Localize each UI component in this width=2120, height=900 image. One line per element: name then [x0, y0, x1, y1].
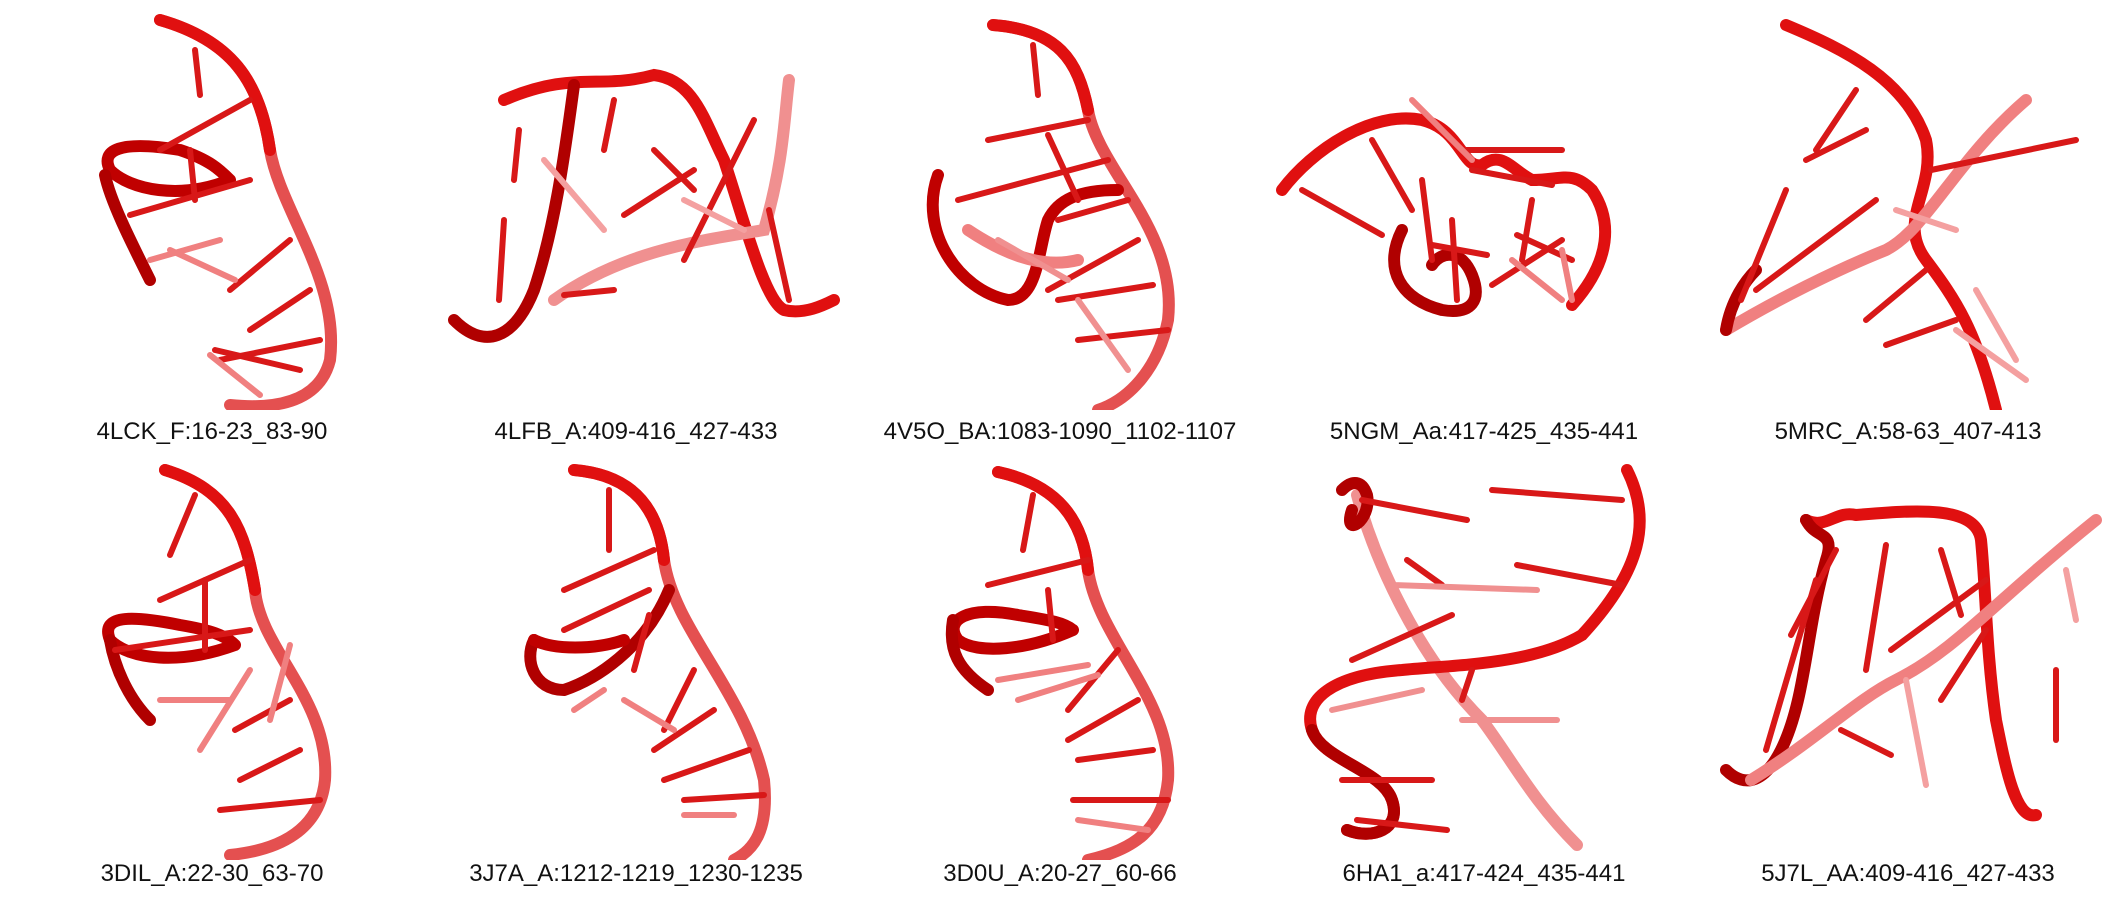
rna-structure-image [102, 464, 332, 860]
panel-label: 3J7A_A:1212-1219_1230-1235 [469, 860, 803, 887]
rna-structure-image [524, 464, 771, 860]
panel-label: 5NGM_Aa:417-425_435-441 [1329, 418, 1639, 445]
panel-5mrc: 5MRC_A:58-63_407-413 [1696, 0, 2120, 450]
panel-label: 4LCK_F:16-23_83-90 [96, 418, 328, 445]
panel-4lfb: 4LFB_A:409-416_427-433 [424, 0, 848, 450]
panel-label: 3DIL_A:22-30_63-70 [100, 860, 324, 887]
rna-structure-image [926, 19, 1175, 410]
rna-structure-image [448, 68, 840, 343]
panel-5ngm: 5NGM_Aa:417-425_435-441 [1272, 0, 1696, 450]
panel-label: 5MRC_A:58-63_407-413 [1774, 418, 2042, 445]
panel-4v5o: 4V5O_BA:1083-1090_1102-1107 [848, 0, 1272, 450]
panel-label: 4LFB_A:409-416_427-433 [494, 418, 778, 445]
rna-structure-image [1720, 19, 2079, 410]
panel-3d0u: 3D0U_A:20-27_60-66 [848, 450, 1272, 900]
panel-3j7a: 3J7A_A:1212-1219_1230-1235 [424, 450, 848, 900]
rna-structure-image [1304, 464, 1646, 851]
rna-structure-image [945, 466, 1175, 860]
panel-label: 5J7L_AA:409-416_427-433 [1761, 860, 2055, 887]
rna-structure-image [99, 14, 338, 410]
panel-label: 3D0U_A:20-27_60-66 [943, 860, 1177, 887]
panel-3dil: 3DIL_A:22-30_63-70 [0, 450, 424, 900]
panel-label: 4V5O_BA:1083-1090_1102-1107 [883, 418, 1237, 445]
rna-structure-image [1720, 505, 2102, 822]
panel-5j7l: 5J7L_AA:409-416_427-433 [1696, 450, 2120, 900]
rna-structure-image [1276, 97, 1612, 317]
panel-label: 6HA1_a:417-424_435-441 [1342, 860, 1626, 887]
panel-6ha1: 6HA1_a:417-424_435-441 [1272, 450, 1696, 900]
panel-4lck: 4LCK_F:16-23_83-90 [0, 0, 424, 450]
